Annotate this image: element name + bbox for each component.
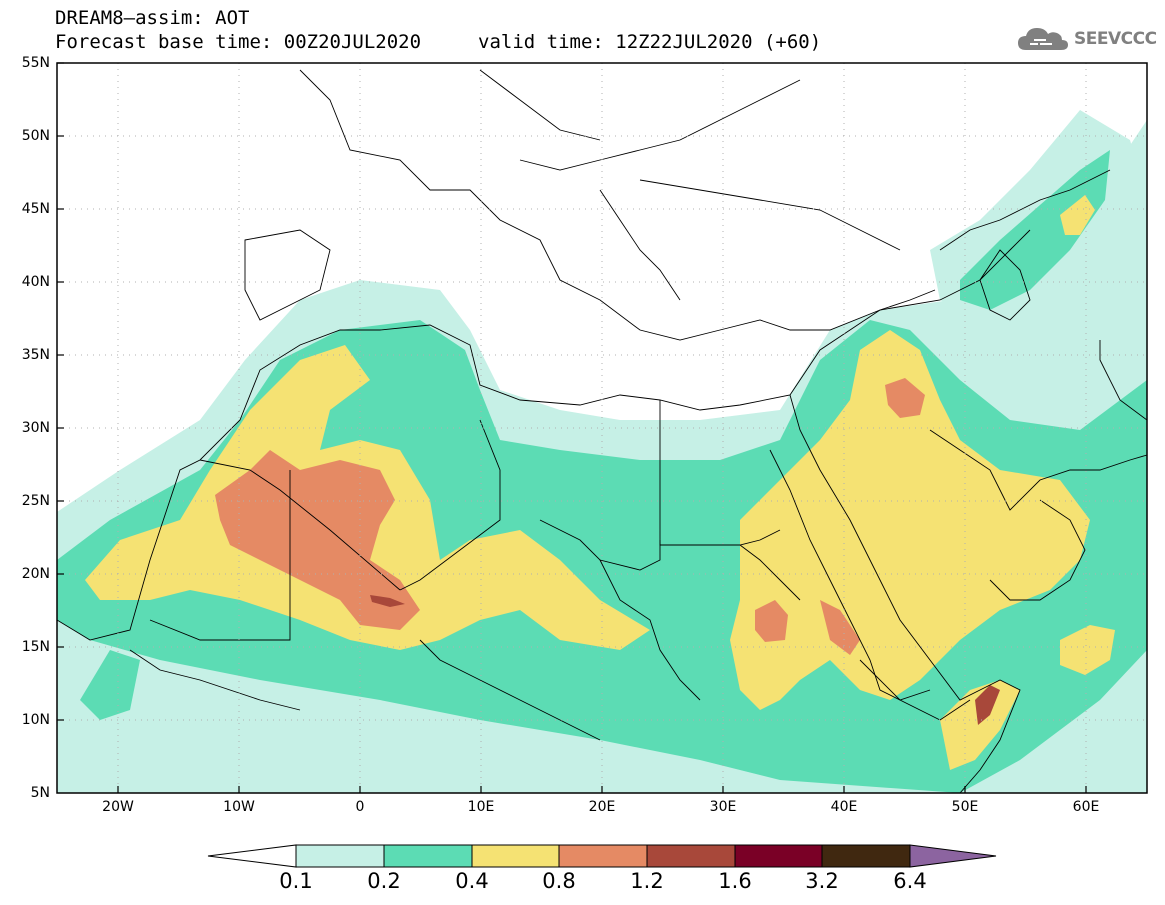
aot-area-0.8-west	[215, 450, 420, 630]
map-title: DREAM8–assim: AOT	[55, 7, 250, 29]
lat-label-10n: 10N	[21, 712, 50, 728]
colorbar-label-1.6: 1.6	[718, 869, 752, 893]
colorbar-box-0.1	[295, 844, 385, 868]
aot-area-0.4-arabian-sea	[1060, 625, 1115, 675]
aot-area-0.8-redsea	[820, 600, 860, 655]
colorbar-box-0.8	[558, 844, 648, 868]
aot-area-1.2	[370, 595, 405, 607]
lat-label-50n: 50N	[21, 128, 50, 144]
lat-label-20n: 20N	[21, 566, 50, 582]
lat-label-25n: 25N	[21, 493, 50, 509]
cloud-icon	[1018, 28, 1068, 50]
axis-ticks	[57, 62, 1087, 793]
colorbar-label-0.8: 0.8	[542, 869, 576, 893]
colorbar-label-3.2: 3.2	[805, 869, 839, 893]
colorbar-label-0.2: 0.2	[367, 869, 401, 893]
colorbar	[207, 844, 997, 868]
lat-label-30n: 30N	[21, 420, 50, 436]
colorbar-box-1.6	[734, 844, 823, 868]
lat-label-55n: 55N	[21, 55, 50, 71]
logo-text: SEEVCCC	[1074, 29, 1157, 49]
aot-area-0.4-horn	[940, 680, 1020, 770]
valid-time: valid time: 12Z22JUL2020 (+60)	[478, 31, 822, 53]
aot-area-0.2-southwest	[80, 650, 140, 720]
lat-label-40n: 40N	[21, 274, 50, 290]
aot-area-0.4-east	[730, 330, 1090, 710]
aot-area-0.8-sudan	[755, 600, 788, 642]
colorbar-lower-arrow	[207, 844, 297, 868]
aot-area-0.4-caspian	[1060, 195, 1095, 235]
colorbar-box-3.2	[821, 844, 911, 868]
lat-label-15n: 15N	[21, 639, 50, 655]
lon-label-0: 0	[355, 799, 365, 815]
colorbar-label-0.4: 0.4	[455, 869, 489, 893]
seevccc-logo: SEEVCCC	[1016, 24, 1157, 54]
lat-label-5n: 5N	[30, 785, 50, 801]
forecast-base-time: Forecast base time: 00Z20JUL2020	[55, 31, 422, 53]
lon-label-20w: 20W	[102, 799, 134, 815]
colorbar-box-0.2	[383, 844, 473, 868]
aot-area-1.2-horn	[975, 685, 1000, 725]
lon-label-10w: 10W	[223, 799, 255, 815]
aot-area-0.1-sahel	[57, 640, 1147, 793]
lon-label-60e: 60E	[1072, 799, 1100, 815]
lon-label-20e: 20E	[588, 799, 616, 815]
colorbar-box-1.2	[646, 844, 736, 868]
lat-label-35n: 35N	[21, 347, 50, 363]
colorbar-label-6.4: 6.4	[893, 869, 927, 893]
lon-label-40e: 40E	[830, 799, 858, 815]
aot-field	[57, 63, 1147, 793]
lon-label-10e: 10E	[467, 799, 495, 815]
coastlines	[57, 69, 1147, 793]
aot-area-0.2-caspian	[960, 150, 1110, 310]
colorbar-upper-arrow	[909, 844, 997, 868]
colorbar-label-0.1: 0.1	[279, 869, 313, 893]
lon-label-30e: 30E	[709, 799, 737, 815]
lon-label-50e: 50E	[951, 799, 979, 815]
aot-area-0.8-east	[885, 378, 925, 418]
colorbar-label-1.2: 1.2	[630, 869, 664, 893]
lat-label-45n: 45N	[21, 201, 50, 217]
colorbar-box-0.4	[471, 844, 560, 868]
